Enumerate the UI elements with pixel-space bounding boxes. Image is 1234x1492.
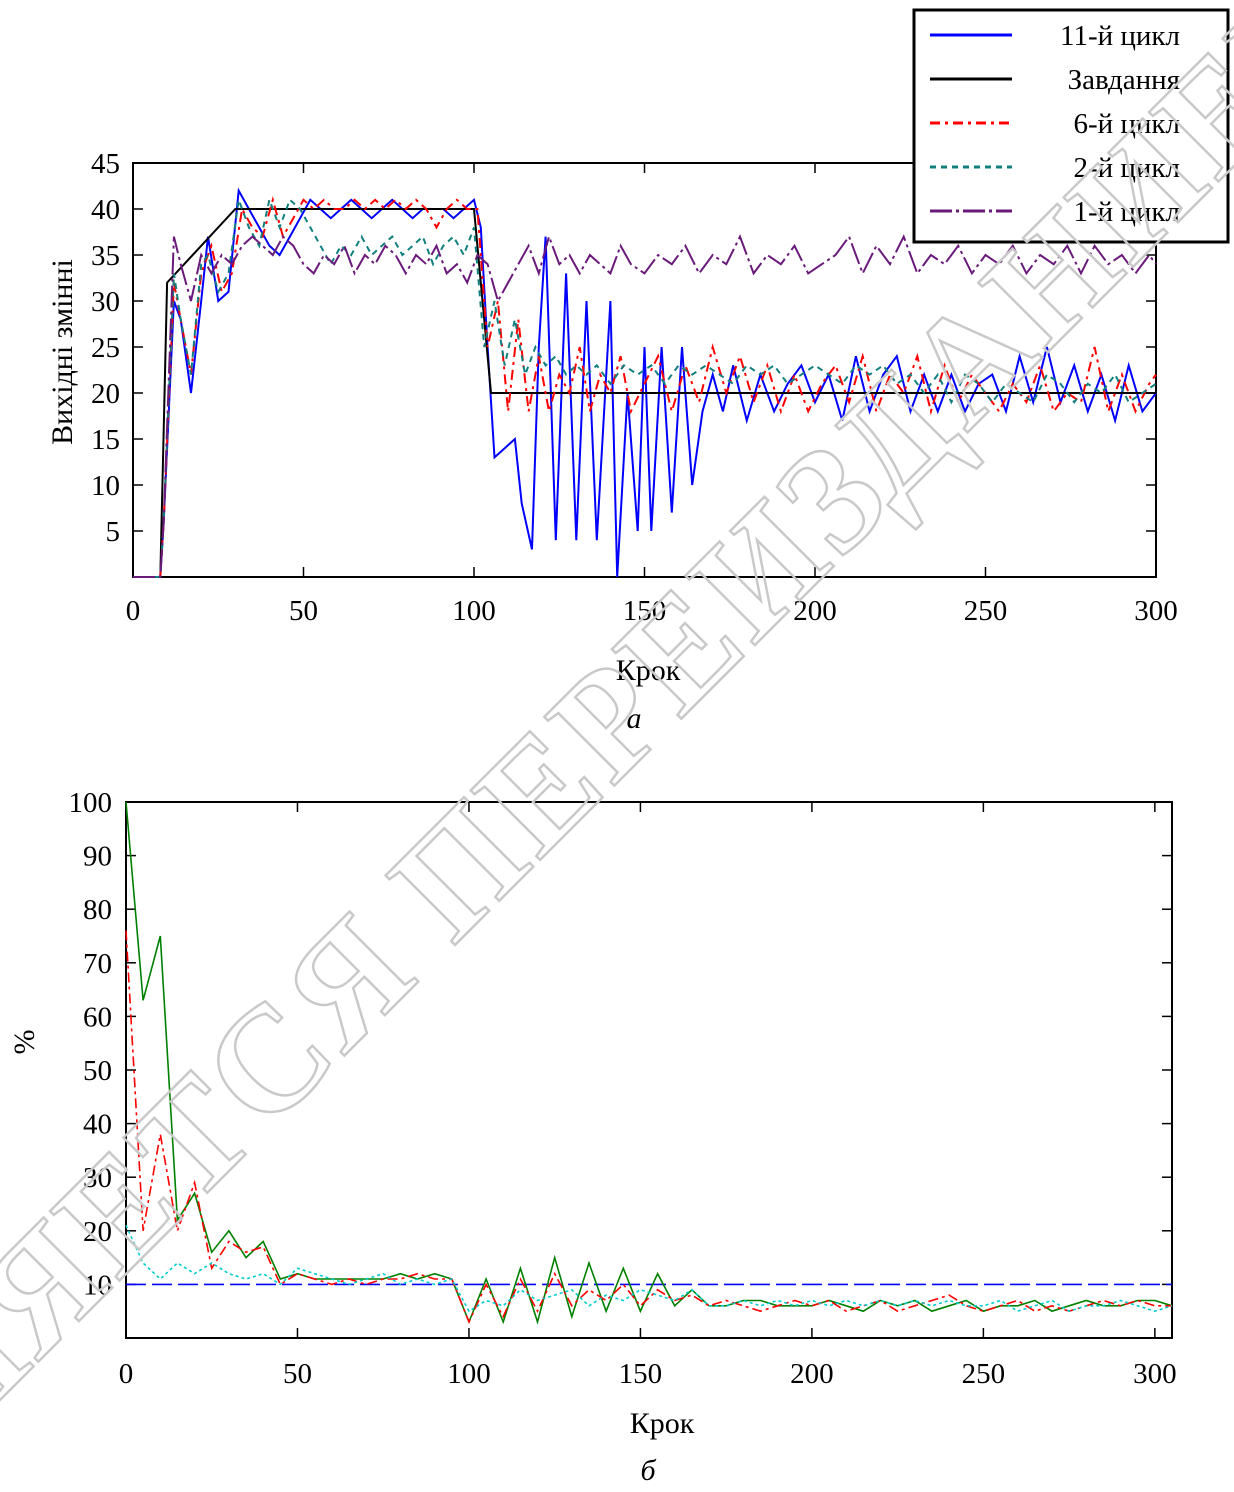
chart-a-panel-label: а bbox=[627, 702, 642, 735]
chart-a-xtick-label: 0 bbox=[126, 595, 141, 627]
chart-b-ytick-label: 10 bbox=[83, 1269, 112, 1301]
chart-b-xtick-label: 200 bbox=[790, 1358, 834, 1390]
chart-a-ytick-label: 25 bbox=[91, 332, 120, 364]
chart-a-xtick-label: 50 bbox=[289, 595, 318, 627]
chart-a-ytick-label: 5 bbox=[106, 516, 121, 548]
chart-b-ytick-label: 60 bbox=[83, 1001, 112, 1033]
chart-b-xtick-label: 100 bbox=[447, 1358, 491, 1390]
chart-b-ytick-label: 30 bbox=[83, 1162, 112, 1194]
chart-b-ytick-label: 20 bbox=[83, 1216, 112, 1248]
chart-a-ticks: 0 50 100 150 200 250 300 5 10 15 20 25 30 35 40 45 bbox=[91, 148, 1178, 627]
chart-b-xtick-label: 250 bbox=[962, 1358, 1006, 1390]
chart-b-ytick-label: 50 bbox=[83, 1055, 112, 1087]
chart-a-ylabel: Вихідні змінні bbox=[46, 259, 79, 445]
chart-b-xlabel: Крок bbox=[630, 1407, 695, 1440]
chart-b-ytick-label: 100 bbox=[69, 787, 113, 819]
chart-b-lines bbox=[125, 801, 1173, 1325]
chart-b: 0 50 100 150 200 250 300102030405060708090100 … bbox=[8, 787, 1177, 1487]
chart-a-series-line-0 bbox=[133, 187, 1157, 578]
chart-b-ticks: 0 50 100 150 200 250 300 10 20 30 40 50 60 70 80 90 100 bbox=[69, 787, 1177, 1390]
chart-a: 0 50 100 150 200 250 300 5 10 15 20 25 30 35 40 45 Крок… bbox=[46, 148, 1178, 735]
chart-b-xtick-label: 50 bbox=[283, 1358, 312, 1390]
chart-b-ytick-label: 90 bbox=[83, 841, 112, 873]
legend-label-4: 1-й цикл bbox=[1073, 196, 1180, 228]
chart-a-xtick-label: 250 bbox=[964, 595, 1008, 627]
chart-a-ytick-label: 35 bbox=[91, 240, 120, 272]
legend-box bbox=[912, 8, 1230, 244]
chart-b-xtick-label: 0 bbox=[119, 1358, 134, 1390]
chart-a-lines bbox=[133, 187, 1157, 578]
legend-label-3: 2-й цикл bbox=[1073, 152, 1180, 184]
chart-a-ytick-label: 40 bbox=[91, 194, 120, 226]
legend-label-2: 6-й цикл bbox=[1073, 108, 1180, 140]
chart-a-ytick-label: 15 bbox=[91, 424, 120, 456]
chart-a-ytick-label: 30 bbox=[91, 286, 120, 318]
chart-a-xtick-label: 150 bbox=[623, 595, 667, 627]
chart-b-ytick-label: 70 bbox=[83, 948, 112, 980]
chart-b-xtick-label: 300 bbox=[1133, 1358, 1177, 1390]
chart-a-xtick-label: 300 bbox=[1134, 595, 1178, 627]
legend-label-0: 11-й цикл bbox=[1060, 20, 1180, 52]
chart-b-xtick-label: 150 bbox=[619, 1358, 663, 1390]
chart-a-series-line-2 bbox=[133, 196, 1157, 578]
chart-b-ytick-label: 40 bbox=[83, 1109, 112, 1141]
chart-a-ytick-label: 45 bbox=[91, 148, 120, 180]
chart-a-ytick-label: 20 bbox=[91, 378, 120, 410]
chart-a-xlabel: Крок bbox=[616, 654, 681, 687]
chart-a-ytick-label: 10 bbox=[91, 470, 120, 502]
chart-a-xtick-label: 100 bbox=[452, 595, 496, 627]
legend-label-1: Завдання bbox=[1068, 64, 1180, 96]
chart-b-series-line-3 bbox=[125, 1225, 1173, 1313]
chart-a-legend: 11-й цикл Завдання 6-й цикл 2-й цикл 1-й цик… bbox=[912, 8, 1230, 244]
chart-a-series-line-3 bbox=[133, 196, 1157, 578]
chart-a-xtick-label: 200 bbox=[793, 595, 837, 627]
chart-a-series-line-4 bbox=[133, 233, 1157, 578]
chart-b-ylabel: % bbox=[8, 1030, 41, 1055]
chart-b-panel-label: б bbox=[640, 1454, 656, 1487]
chart-b-ytick-label: 80 bbox=[83, 894, 112, 926]
